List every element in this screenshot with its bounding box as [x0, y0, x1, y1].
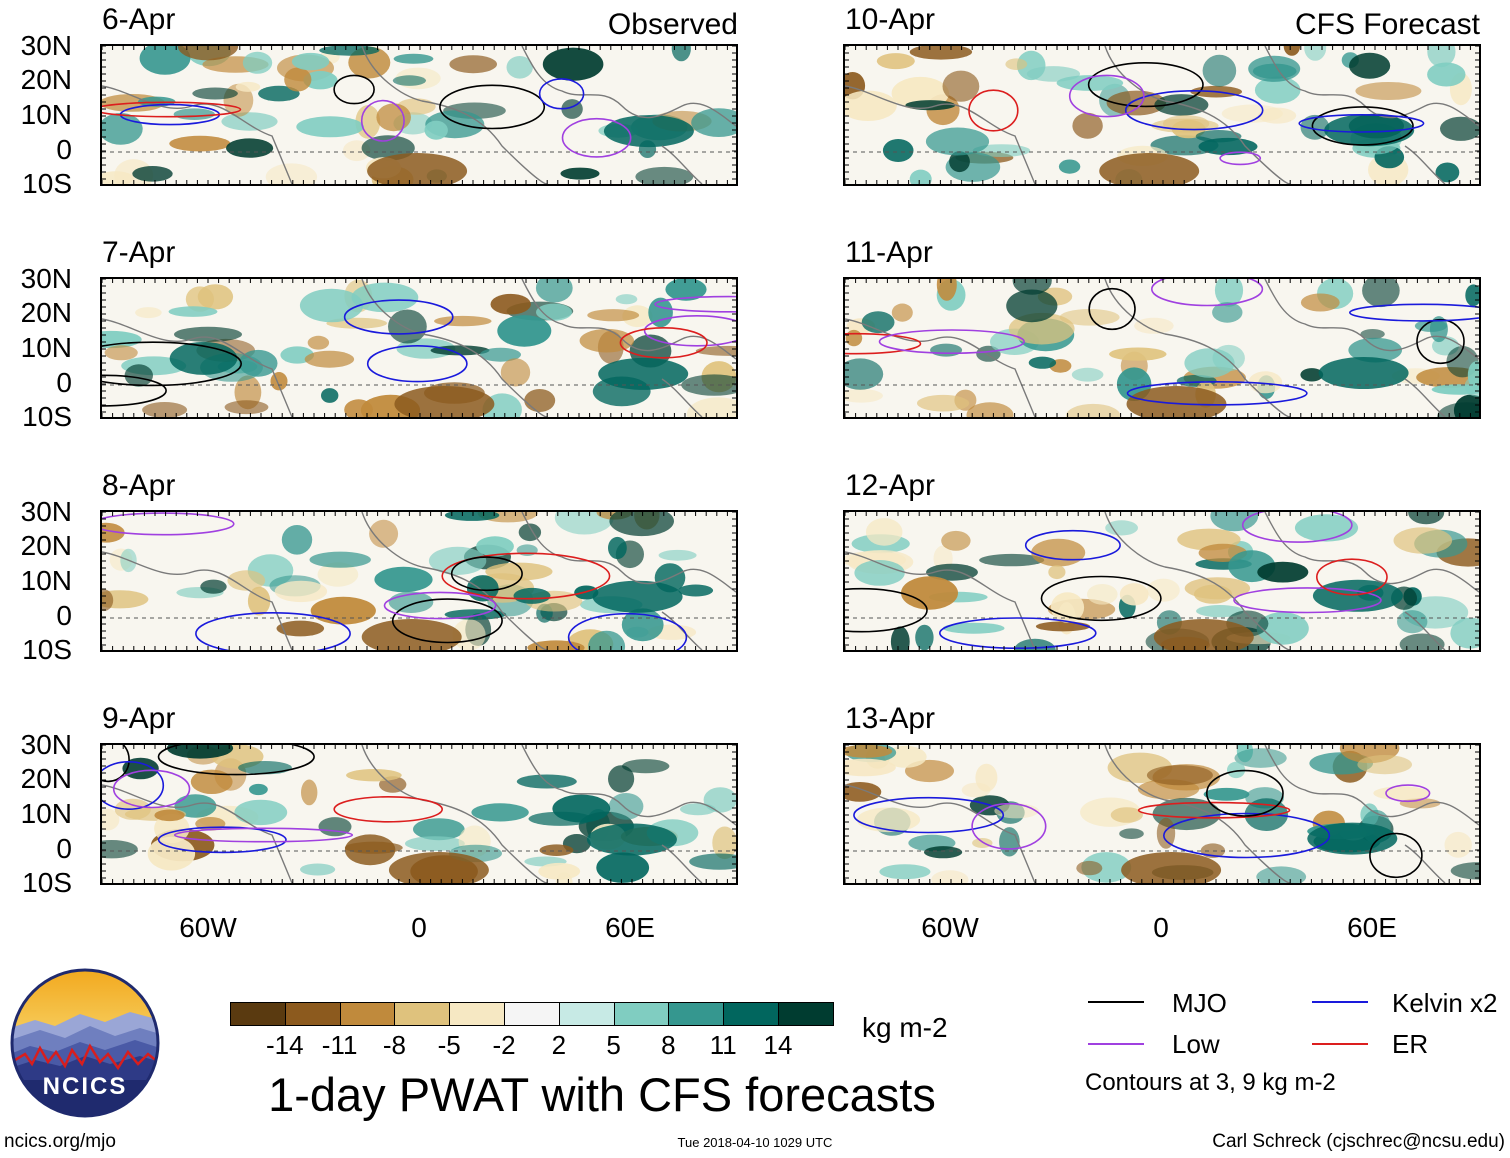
- lat-label-10n: 10N: [20, 99, 72, 130]
- legend-line-er: [1312, 1043, 1368, 1045]
- colorbar-swatch: [613, 1002, 670, 1026]
- lat-label-10n: 10N: [20, 332, 72, 363]
- lat-label-0: 0: [56, 600, 72, 631]
- lat-label-30n: 30N: [20, 30, 72, 61]
- lat-label-20n: 20N: [20, 530, 72, 561]
- lon-label-0-right: 0: [1153, 912, 1169, 943]
- colorbar-tick-label: 14: [763, 1030, 793, 1060]
- map-panel-13-apr: [843, 743, 1481, 885]
- colorbar-tick-label: -5: [437, 1030, 461, 1060]
- lat-label-10s: 10S: [22, 634, 72, 665]
- footer-timestamp: Tue 2018-04-10 1029 UTC: [677, 1135, 833, 1150]
- colorbar-swatch: [668, 1002, 725, 1026]
- legend-label-mjo: MJO: [1172, 988, 1227, 1018]
- pwat-anomaly-map: [845, 279, 1479, 417]
- panel-date-10-apr: 10-Apr: [845, 3, 936, 36]
- lat-label-10s: 10S: [22, 867, 72, 898]
- pwat-anomaly-map: [102, 46, 736, 184]
- pwat-anomaly-map: [845, 46, 1479, 184]
- panel-date-7-apr: 7-Apr: [102, 236, 176, 269]
- legend-label-low: Low: [1172, 1029, 1220, 1059]
- lat-label-10s: 10S: [22, 401, 72, 432]
- colorbar-tick-label: 5: [606, 1030, 621, 1060]
- map-panel-9-apr: [100, 743, 738, 885]
- colorbar-tick-label: 11: [709, 1030, 737, 1060]
- map-panel-11-apr: [843, 277, 1481, 419]
- lat-label-10s: 10S: [22, 168, 72, 199]
- ncics-logo: NCICS: [10, 968, 160, 1118]
- colorbar-swatch: [558, 1002, 615, 1026]
- lat-label-10n: 10N: [20, 565, 72, 596]
- lon-label-60e-left: 60E: [605, 912, 655, 943]
- legend-line-mjo: [1088, 1001, 1144, 1003]
- colorbar-swatch: [504, 1002, 560, 1026]
- panel-date-8-apr: 8-Apr: [102, 469, 176, 502]
- colorbar-tick-label: -14: [266, 1030, 304, 1060]
- lat-label-0: 0: [56, 134, 72, 165]
- map-panel-12-apr: [843, 510, 1481, 652]
- colorbar-tick-label: -2: [492, 1030, 516, 1060]
- footer-url: ncics.org/mjo: [4, 1131, 116, 1152]
- lat-label-20n: 20N: [20, 763, 72, 794]
- lon-label-60w-left: 60W: [179, 912, 237, 943]
- lon-label-60w-right: 60W: [921, 912, 979, 943]
- colorbar-swatch: [230, 1002, 286, 1026]
- map-panel-7-apr: [100, 277, 738, 419]
- colorbar-tick-label: 8: [661, 1030, 676, 1060]
- colorbar-swatch: [394, 1002, 451, 1026]
- pwat-anomaly-map: [102, 279, 736, 417]
- lon-label-0-left: 0: [411, 912, 427, 943]
- lat-label-20n: 20N: [20, 297, 72, 328]
- colorbar-tick-label: -8: [382, 1030, 406, 1060]
- legend-label-kelvin: Kelvin x2: [1392, 988, 1498, 1018]
- legend-line-low: [1088, 1043, 1144, 1045]
- colorbar-units: kg m-2: [862, 1012, 948, 1043]
- footer-credit: Carl Schreck (cjschrec@ncsu.edu): [1212, 1131, 1505, 1152]
- panel-date-9-apr: 9-Apr: [102, 702, 176, 735]
- lat-label-10n: 10N: [20, 798, 72, 829]
- observed-label: Observed: [607, 8, 738, 41]
- lat-label-30n: 30N: [20, 729, 72, 760]
- colorbar-tick-label: 2: [551, 1030, 567, 1060]
- colorbar-swatch: [284, 1002, 341, 1026]
- pwat-anomaly-map: [845, 745, 1479, 883]
- legend-note: Contours at 3, 9 kg m-2: [1085, 1069, 1336, 1096]
- cfs-forecast-label: CFS Forecast: [1294, 8, 1480, 41]
- pwat-anomaly-map: [845, 512, 1479, 650]
- colorbar-tick-label: -11: [321, 1030, 358, 1060]
- colorbar-swatch: [778, 1002, 834, 1026]
- figure-title: 1-day PWAT with CFS forecasts: [268, 1068, 936, 1121]
- lat-label-0: 0: [56, 833, 72, 864]
- panel-date-13-apr: 13-Apr: [845, 702, 936, 735]
- lat-label-30n: 30N: [20, 496, 72, 527]
- map-panel-10-apr: [843, 44, 1481, 186]
- pwat-anomaly-map: [102, 745, 736, 883]
- map-panel-8-apr: [100, 510, 738, 652]
- lat-label-0: 0: [56, 367, 72, 398]
- colorbar-swatch: [723, 1002, 779, 1026]
- legend-label-er: ER: [1392, 1029, 1429, 1059]
- panel-date-12-apr: 12-Apr: [845, 469, 936, 502]
- lon-label-60e-right: 60E: [1347, 912, 1397, 943]
- colorbar-swatch: [449, 1002, 505, 1026]
- logo-text: NCICS: [43, 1073, 128, 1100]
- pwat-anomaly-map: [102, 512, 736, 650]
- panel-date-6-apr: 6-Apr: [102, 3, 176, 36]
- lat-label-30n: 30N: [20, 263, 72, 294]
- lat-label-20n: 20N: [20, 64, 72, 95]
- panel-date-11-apr: 11-Apr: [845, 236, 933, 269]
- map-panel-6-apr: [100, 44, 738, 186]
- colorbar-swatch: [339, 1002, 396, 1026]
- legend-line-kelvin: [1312, 1001, 1368, 1003]
